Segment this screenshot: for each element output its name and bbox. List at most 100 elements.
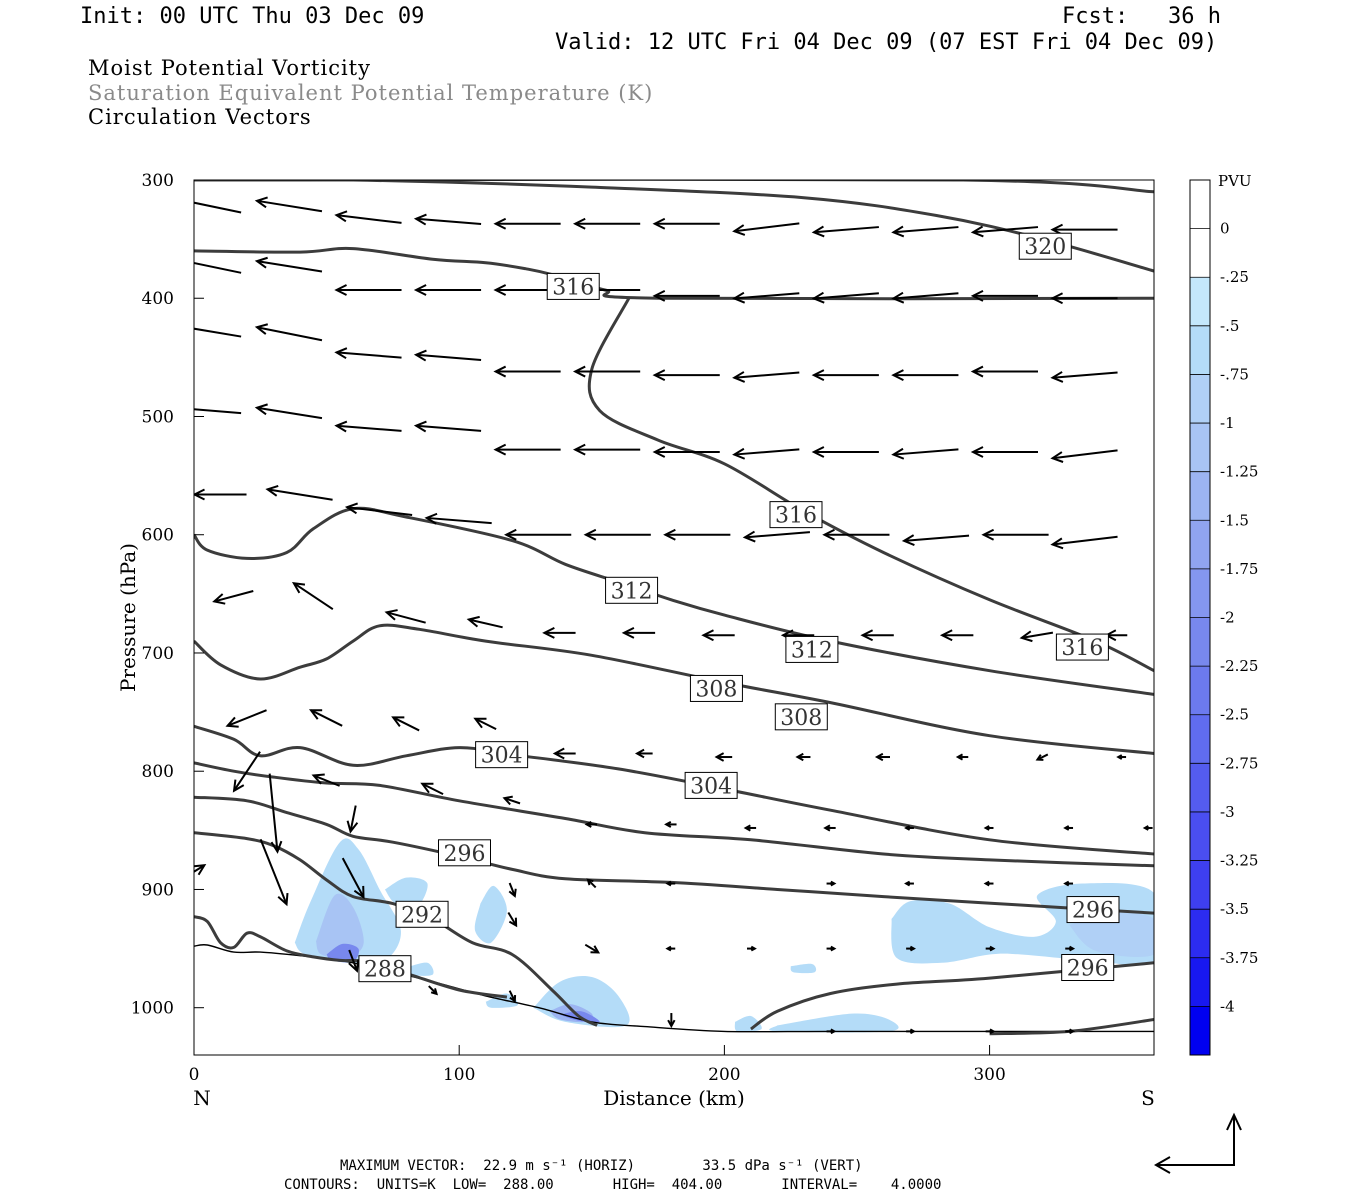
vector-60 [212, 590, 254, 605]
contour-label-box [1018, 232, 1072, 260]
vector-44 [811, 446, 879, 458]
vector-114 [985, 945, 996, 952]
vector-110 [665, 945, 676, 952]
vector-head [590, 945, 601, 954]
vector-70 [1019, 630, 1054, 643]
vector-49 [265, 485, 333, 501]
contour-label-0: 320 [1018, 232, 1072, 260]
vector-shaft [903, 534, 970, 542]
vector-head [665, 945, 672, 952]
vector-head [291, 581, 306, 594]
vector-64 [542, 626, 576, 639]
vector-head [413, 284, 427, 296]
forecast-hour: Fcst: 36 h [1062, 4, 1221, 29]
vector-head [212, 593, 226, 605]
vector-head [732, 224, 746, 236]
vector-87 [502, 795, 521, 806]
vector-shaft [468, 618, 503, 629]
contour-label-text: 296 [443, 842, 485, 867]
vector-head [508, 888, 517, 898]
vector-99 [259, 838, 289, 907]
vector-shaft [293, 582, 334, 611]
vector-head [311, 773, 325, 785]
vector-shaft [194, 327, 242, 338]
vector-50 [344, 502, 413, 516]
vector-shaft [893, 292, 959, 300]
vector-100 [341, 857, 365, 900]
colorbar-label: -.75 [1220, 365, 1249, 383]
vector-head [584, 820, 592, 828]
vector-shaft [347, 506, 413, 516]
vector-43 [732, 447, 800, 460]
vector-shaft [348, 949, 358, 972]
contour-label-10: 296 [437, 839, 491, 867]
colorbar-swatch [1190, 763, 1210, 812]
vector-head [989, 1028, 996, 1035]
vector-23 [1050, 292, 1118, 305]
footer-contours: CONTOURS: UNITS=K LOW= 288.00 HIGH= 404.… [284, 1177, 942, 1193]
vector-81 [955, 753, 969, 761]
vector-108 [507, 912, 518, 928]
vector-61 [291, 581, 334, 611]
vector-head [353, 885, 365, 900]
contour-label-box [684, 771, 738, 799]
vector-head [493, 443, 507, 456]
vector-head [970, 289, 984, 302]
vector-18 [652, 289, 720, 302]
vector-head [652, 289, 666, 302]
x-axis-title: Distance (km) [603, 1086, 745, 1110]
isentrope-312-4 [194, 506, 1154, 696]
vector-head [901, 534, 915, 546]
vector-shaft [584, 943, 599, 954]
contour-label-6: 308 [689, 674, 743, 702]
vector-head [586, 878, 594, 886]
vector-74 [391, 716, 420, 732]
vector-head [811, 291, 825, 304]
vector-shaft [474, 717, 497, 731]
vector-47 [1050, 449, 1118, 463]
vector-head [254, 196, 268, 209]
vector-97 [346, 805, 359, 834]
vector-20 [811, 291, 879, 304]
vector-69 [939, 629, 974, 642]
contour-label-text: 304 [481, 744, 523, 769]
vector-85 [311, 773, 340, 787]
contour-label-4: 312 [605, 576, 659, 604]
vector-shaft [734, 371, 800, 379]
vector-head [823, 824, 831, 832]
vector-10 [970, 225, 1039, 238]
pv-region-14 [790, 963, 817, 974]
vector-head [254, 256, 268, 269]
isentrope-324-2 [194, 180, 1154, 194]
vector-83 [1116, 754, 1127, 760]
contour-label-box [358, 955, 412, 983]
vector-head [652, 369, 666, 381]
colorbar-swatch [1190, 860, 1210, 910]
vector-head [1069, 945, 1076, 952]
vector-117 [428, 985, 439, 996]
vector-shaft [1052, 535, 1118, 546]
vector-shaft [508, 882, 516, 897]
vector-29 [572, 365, 641, 378]
contour-label-12: 296 [1061, 954, 1115, 982]
vector-head [621, 626, 635, 639]
vector-5 [572, 217, 641, 230]
footer-max-vector: MAXIMUM VECTOR: 22.9 m s⁻¹ (HORIZ) 33.5 … [340, 1158, 863, 1174]
vector-66 [701, 629, 735, 642]
vector-118 [508, 990, 517, 1003]
vector-head [572, 365, 586, 378]
vector-head [493, 284, 507, 296]
vector-40 [493, 443, 561, 456]
colorbar-swatch [1190, 1006, 1210, 1055]
vector-head [989, 945, 996, 952]
contour-label-text: 296 [1067, 957, 1109, 982]
vector-52 [504, 528, 572, 541]
vector-head [970, 446, 984, 458]
vector-head [265, 485, 279, 497]
contour-label-box [1055, 633, 1109, 661]
vector-shaft [256, 326, 323, 342]
vector-head [830, 945, 837, 952]
isentrope-296-11 [750, 961, 1154, 1031]
terrain-surface [194, 944, 1154, 1033]
vector-shaft [1052, 371, 1118, 379]
